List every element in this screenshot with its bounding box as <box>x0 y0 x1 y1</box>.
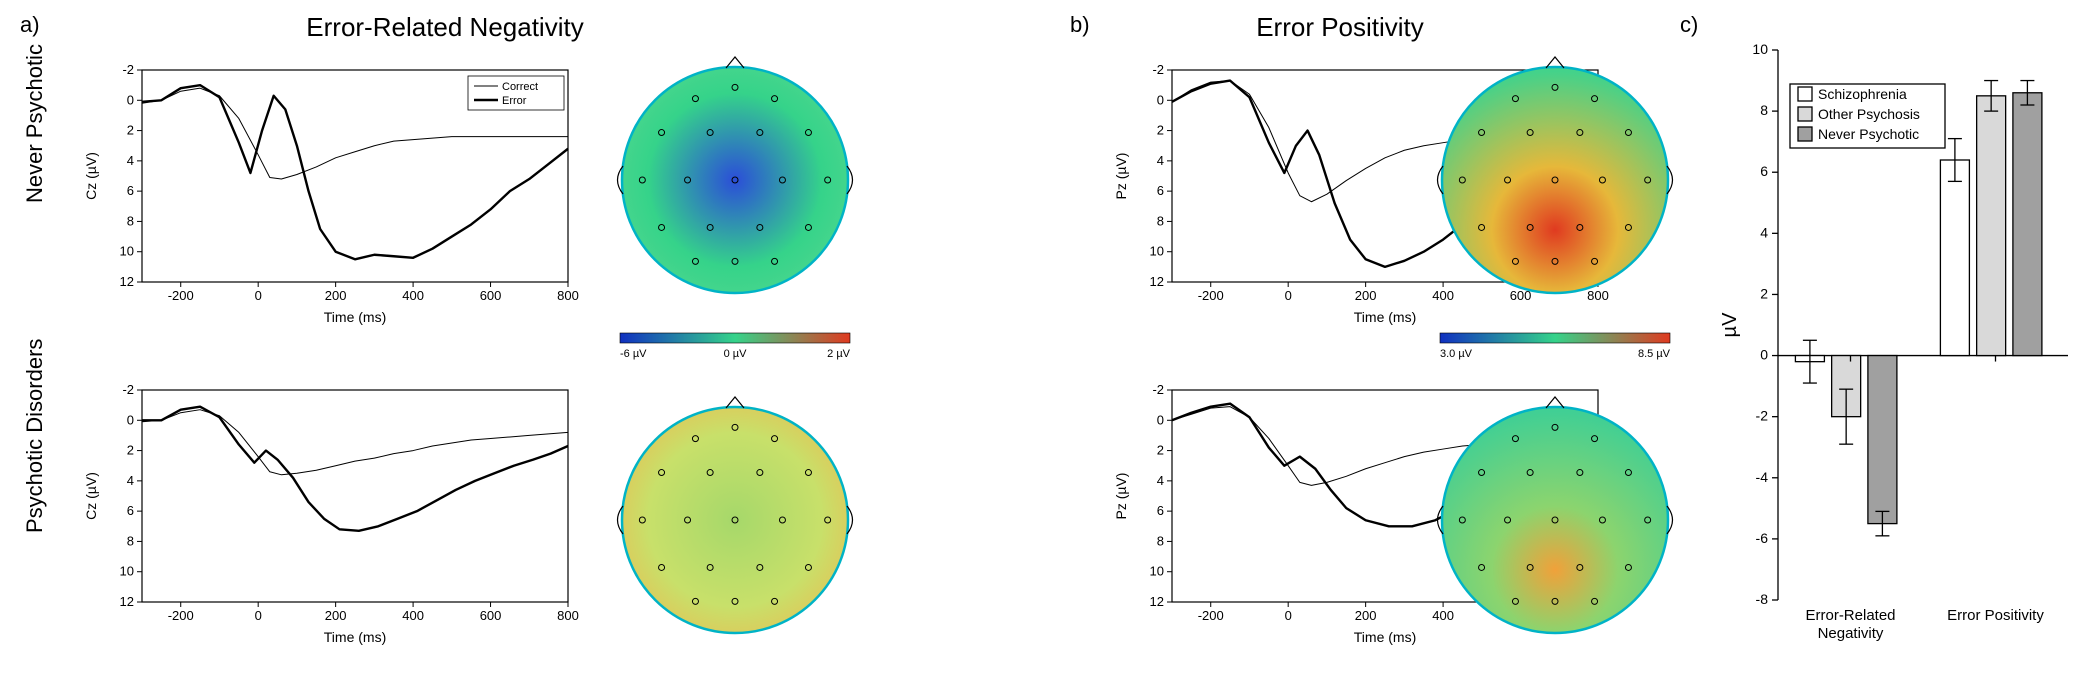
svg-text:4: 4 <box>127 153 134 168</box>
topomap-pe-psych <box>1430 395 1680 645</box>
svg-text:8: 8 <box>127 533 134 548</box>
svg-text:600: 600 <box>480 288 502 303</box>
svg-text:8: 8 <box>127 213 134 228</box>
row-label-psychotic: Psychotic Disorders <box>22 513 48 533</box>
svg-text:-4: -4 <box>1756 469 1769 485</box>
svg-text:800: 800 <box>557 608 579 623</box>
svg-text:-2: -2 <box>1152 62 1164 77</box>
panel-label-c: c) <box>1680 12 1698 38</box>
svg-text:0: 0 <box>1760 347 1768 363</box>
panel-label-a: a) <box>20 12 40 38</box>
svg-text:0: 0 <box>1157 92 1164 107</box>
svg-text:-200: -200 <box>1198 608 1224 623</box>
svg-text:12: 12 <box>1150 594 1164 609</box>
svg-text:2: 2 <box>127 443 134 458</box>
section-title-a: Error-Related Negativity <box>180 12 710 43</box>
svg-text:Correct: Correct <box>502 81 538 93</box>
svg-text:-200: -200 <box>168 288 194 303</box>
svg-text:4: 4 <box>127 473 134 488</box>
svg-text:Error-Related: Error-Related <box>1805 607 1895 624</box>
svg-text:Cz (µV): Cz (µV) <box>83 152 99 200</box>
svg-text:Error: Error <box>502 95 527 107</box>
svg-text:-6 µV: -6 µV <box>620 348 647 360</box>
svg-text:2: 2 <box>127 123 134 138</box>
svg-text:12: 12 <box>120 274 134 289</box>
svg-text:Schizophrenia: Schizophrenia <box>1818 86 1907 102</box>
svg-text:800: 800 <box>557 288 579 303</box>
figure-root: a) b) c) Error-Related Negativity Error … <box>0 0 2100 684</box>
svg-text:Negativity: Negativity <box>1818 625 1884 642</box>
svg-text:-200: -200 <box>168 608 194 623</box>
svg-text:-200: -200 <box>1198 288 1224 303</box>
svg-text:Pz (µV): Pz (µV) <box>1113 473 1129 520</box>
svg-text:0: 0 <box>255 288 262 303</box>
svg-text:Time (ms): Time (ms) <box>1354 309 1416 325</box>
svg-text:4: 4 <box>1760 224 1768 240</box>
bar-chart: -8 -6 -4 -2 0 2 4 6 8 10 µV Error-RelatedNegativity… <box>1720 40 2080 660</box>
svg-text:Pz (µV): Pz (µV) <box>1113 153 1129 200</box>
svg-text:8.5 µV: 8.5 µV <box>1638 348 1671 360</box>
svg-text:600: 600 <box>480 608 502 623</box>
svg-text:-2: -2 <box>122 62 134 77</box>
topomap-ern-psych <box>610 395 860 645</box>
svg-text:6: 6 <box>127 183 134 198</box>
svg-text:4: 4 <box>1157 473 1164 488</box>
svg-text:0: 0 <box>1285 608 1292 623</box>
svg-text:0: 0 <box>255 608 262 623</box>
svg-text:2: 2 <box>1157 443 1164 458</box>
svg-text:0: 0 <box>1285 288 1292 303</box>
section-title-b: Error Positivity <box>1130 12 1550 43</box>
svg-text:200: 200 <box>1355 288 1377 303</box>
svg-text:Never Psychotic: Never Psychotic <box>1818 126 1919 142</box>
row-label-never: Never Psychotic <box>22 183 48 203</box>
svg-text:0: 0 <box>127 92 134 107</box>
svg-text:6: 6 <box>1157 503 1164 518</box>
svg-text:10: 10 <box>1150 564 1164 579</box>
svg-text:10: 10 <box>1150 244 1164 259</box>
svg-text:8: 8 <box>1157 213 1164 228</box>
panel-label-b: b) <box>1070 12 1090 38</box>
svg-text:400: 400 <box>402 288 424 303</box>
svg-text:12: 12 <box>1150 274 1164 289</box>
svg-text:6: 6 <box>1760 163 1768 179</box>
svg-text:4: 4 <box>1157 153 1164 168</box>
svg-text:8: 8 <box>1157 533 1164 548</box>
svg-text:200: 200 <box>325 608 347 623</box>
svg-text:12: 12 <box>120 594 134 609</box>
svg-text:0: 0 <box>1157 412 1164 427</box>
chart-ern-psych: -200 0 200 400 600 800 -2 0 2 4 6 8 10 12 Time (ms) Cz … <box>80 380 580 650</box>
svg-text:6: 6 <box>127 503 134 518</box>
svg-text:-6: -6 <box>1756 530 1769 546</box>
svg-text:10: 10 <box>120 564 134 579</box>
svg-text:2 µV: 2 µV <box>827 348 851 360</box>
svg-text:-2: -2 <box>1152 382 1164 397</box>
chart-ern-never: -200 0 200 400 600 800 -2 0 2 4 6 8 10 12 Time (ms) Cz … <box>80 60 580 330</box>
svg-text:2: 2 <box>1760 285 1768 301</box>
svg-text:Time (ms): Time (ms) <box>324 309 386 325</box>
svg-text:10: 10 <box>120 244 134 259</box>
svg-text:2: 2 <box>1157 123 1164 138</box>
colorbar-ern: -6 µV 0 µV 2 µV <box>610 330 860 370</box>
svg-text:µV: µV <box>1720 312 1741 338</box>
svg-text:-2: -2 <box>122 382 134 397</box>
svg-text:400: 400 <box>402 608 424 623</box>
svg-text:0 µV: 0 µV <box>724 348 748 360</box>
svg-text:Other Psychosis: Other Psychosis <box>1818 106 1920 122</box>
colorbar-pe: 3.0 µV 8.5 µV <box>1430 330 1680 370</box>
svg-text:Time (ms): Time (ms) <box>324 629 386 645</box>
svg-text:3.0 µV: 3.0 µV <box>1440 348 1473 360</box>
svg-text:8: 8 <box>1760 102 1768 118</box>
svg-text:Error Positivity: Error Positivity <box>1947 607 2044 624</box>
svg-text:0: 0 <box>127 412 134 427</box>
svg-text:200: 200 <box>325 288 347 303</box>
topomap-ern-never <box>610 55 860 305</box>
svg-text:Time (ms): Time (ms) <box>1354 629 1416 645</box>
svg-text:-2: -2 <box>1756 408 1769 424</box>
svg-text:10: 10 <box>1752 41 1768 57</box>
svg-text:200: 200 <box>1355 608 1377 623</box>
svg-text:6: 6 <box>1157 183 1164 198</box>
svg-text:-8: -8 <box>1756 591 1769 607</box>
topomap-pe-never <box>1430 55 1680 305</box>
svg-text:Cz (µV): Cz (µV) <box>83 472 99 520</box>
